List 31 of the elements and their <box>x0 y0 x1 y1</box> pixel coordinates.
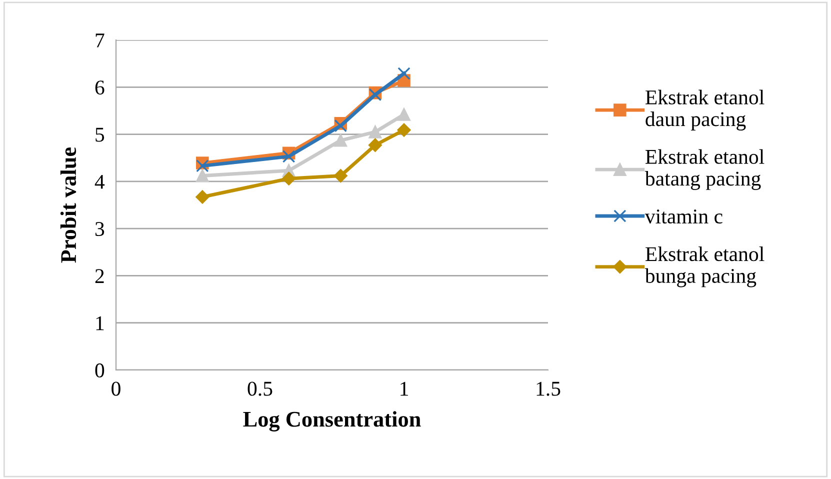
point <box>282 172 296 186</box>
y-tick-label: 7 <box>96 34 104 48</box>
point <box>196 190 210 204</box>
point <box>196 159 209 172</box>
point <box>368 126 382 138</box>
point <box>368 138 382 152</box>
point <box>334 119 348 132</box>
point <box>282 150 296 163</box>
x-tick-label: 0 <box>112 382 120 396</box>
y-tick-label: 4 <box>94 174 105 189</box>
y-tick-label: 5 <box>96 128 104 142</box>
legend-label: Ekstrak etanol bunga pacing <box>644 246 764 288</box>
x-tick-label: 0.5 <box>248 382 272 396</box>
y-tick-label: 6 <box>95 80 104 95</box>
x-tick-label: 1.5 <box>536 382 560 396</box>
point <box>334 169 348 182</box>
y-tick-label: 3 <box>95 222 104 236</box>
point <box>398 67 410 80</box>
legend-label: vitamin c <box>644 210 722 224</box>
y-axis-title: Probit value <box>60 147 76 263</box>
point <box>196 169 209 182</box>
x-axis-title: Log Consentration <box>243 411 421 432</box>
point <box>398 108 410 121</box>
y-tick-label: 2 <box>95 269 104 283</box>
legend-label: Ekstrak etanol daun pacing <box>646 90 764 130</box>
y-tick-label: 0 <box>95 363 104 378</box>
point <box>397 123 411 137</box>
legend-label: Ekstrak etanol batang pacing <box>644 149 764 190</box>
point <box>334 134 348 147</box>
y-tick-label: 1 <box>96 316 104 330</box>
x-tick-label: 1 <box>400 382 408 396</box>
